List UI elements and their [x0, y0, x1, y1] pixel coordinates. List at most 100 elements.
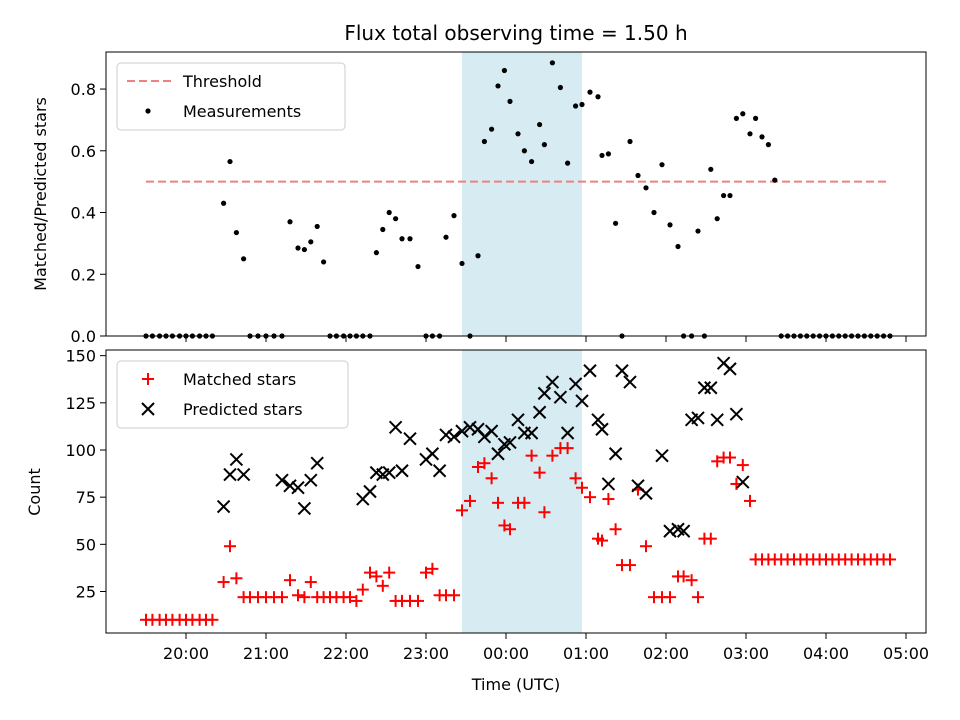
x-tick-label: 23:00 [403, 644, 449, 663]
legend-predicted-label: Predicted stars [183, 400, 303, 419]
predicted-star-point [425, 447, 440, 461]
measurement-point [549, 60, 556, 66]
matched-star-point [533, 466, 546, 479]
top-plot-frame [105, 51, 927, 337]
matched-star-point [561, 442, 574, 455]
matched-star-point [677, 570, 690, 583]
matched-star-point [609, 523, 622, 536]
measurement-point [241, 256, 247, 262]
matched-star-point [448, 589, 460, 602]
bottom-y-tick-label: 75 [76, 488, 96, 507]
matched-star-point [344, 591, 356, 604]
bottom-y-tick-label: 50 [76, 535, 96, 554]
predicted-star-point [297, 501, 312, 516]
predicted-star-point [432, 464, 447, 478]
predicted-star-point [729, 407, 744, 421]
matched-star-point [292, 589, 304, 602]
x-tick-label: 20:00 [163, 644, 209, 663]
predicted-star-point [655, 448, 669, 463]
measurement-point [599, 152, 605, 159]
measurement-point [459, 260, 465, 267]
measurement-point [605, 151, 612, 157]
predicted-star-point [663, 524, 677, 538]
predicted-star-point [223, 467, 237, 482]
measurement-point [573, 103, 579, 109]
predicted-star-point [216, 499, 231, 514]
measurement-point [695, 228, 701, 234]
measurement-point [507, 98, 513, 104]
measurement-point [407, 236, 413, 242]
predicted-star-point [395, 464, 409, 478]
measurement-point [501, 67, 507, 74]
predicted-star-point [553, 390, 568, 404]
legend-threshold-label: Threshold [182, 72, 262, 91]
measurement-point [443, 234, 449, 240]
predicted-star-point [615, 364, 629, 378]
matched-star-point [370, 570, 383, 583]
top-highlight-span [462, 52, 582, 336]
matched-star-point [538, 506, 551, 519]
bottom-highlight-span [462, 350, 582, 633]
predicted-star-point [697, 381, 712, 395]
measurement-point [541, 142, 548, 148]
measurement-point [753, 115, 759, 121]
matched-star-point [426, 562, 439, 575]
measurement-point [221, 200, 227, 206]
predicted-star-point [676, 524, 691, 538]
measurement-point [233, 229, 239, 236]
measurement-point [393, 216, 399, 222]
predicted-star-point [601, 477, 616, 491]
measurement-point [613, 220, 619, 226]
predicted-star-point [639, 486, 653, 501]
measurement-point [295, 245, 301, 251]
matched-star-point [206, 613, 219, 626]
matched-star-point [640, 540, 652, 553]
matched-star-point [584, 491, 596, 504]
measurement-point [747, 131, 753, 137]
x-axis-label: Time (UTC) [471, 675, 560, 694]
measurement-point [415, 263, 421, 270]
measurement-point [759, 134, 765, 140]
measurement-point [521, 148, 528, 154]
matched-star-point [884, 553, 896, 566]
measurement-point [489, 126, 495, 132]
measurement-point [740, 111, 746, 117]
measurement-point [386, 209, 392, 216]
measurement-point [565, 160, 571, 166]
predicted-star-point [591, 413, 605, 427]
matched-star-point [383, 566, 396, 579]
x-tick-label: 04:00 [803, 644, 849, 663]
predicted-star-point [560, 426, 575, 440]
top-y-tick-label: 0.2 [71, 265, 96, 284]
measurement-point [708, 166, 714, 172]
legend-matched-label: Matched stars [183, 370, 296, 389]
matched-star-point [304, 576, 317, 589]
predicted-star-point [623, 375, 637, 389]
measurement-point [380, 226, 386, 233]
measurement-point [308, 239, 314, 245]
predicted-star-point [382, 465, 396, 480]
matched-star-point [276, 591, 288, 604]
top-y-tick-label: 0.0 [71, 327, 96, 346]
measurement-point [529, 158, 535, 165]
matched-star-point [664, 591, 676, 604]
predicted-star-point [439, 428, 453, 442]
matched-star-point [376, 579, 389, 592]
top-y-axis-label: Matched/Predicted stars [31, 97, 50, 291]
predicted-star-point [545, 375, 560, 389]
measurement-point [772, 177, 778, 183]
matched-star-point [478, 457, 491, 470]
matched-star-point [736, 459, 749, 472]
measurement-point [495, 83, 501, 89]
predicted-star-point [477, 430, 492, 444]
predicted-star-point [575, 394, 589, 408]
predicted-star-point [291, 481, 305, 495]
matched-star-point [420, 566, 432, 579]
measurement-point [227, 158, 233, 165]
predicted-star-point [363, 484, 377, 499]
predicted-star-point [403, 431, 417, 446]
predicted-star-point [503, 435, 517, 450]
predicted-star-point [304, 473, 318, 487]
matched-star-point [744, 494, 756, 507]
top-y-tick-label: 0.6 [71, 142, 96, 161]
